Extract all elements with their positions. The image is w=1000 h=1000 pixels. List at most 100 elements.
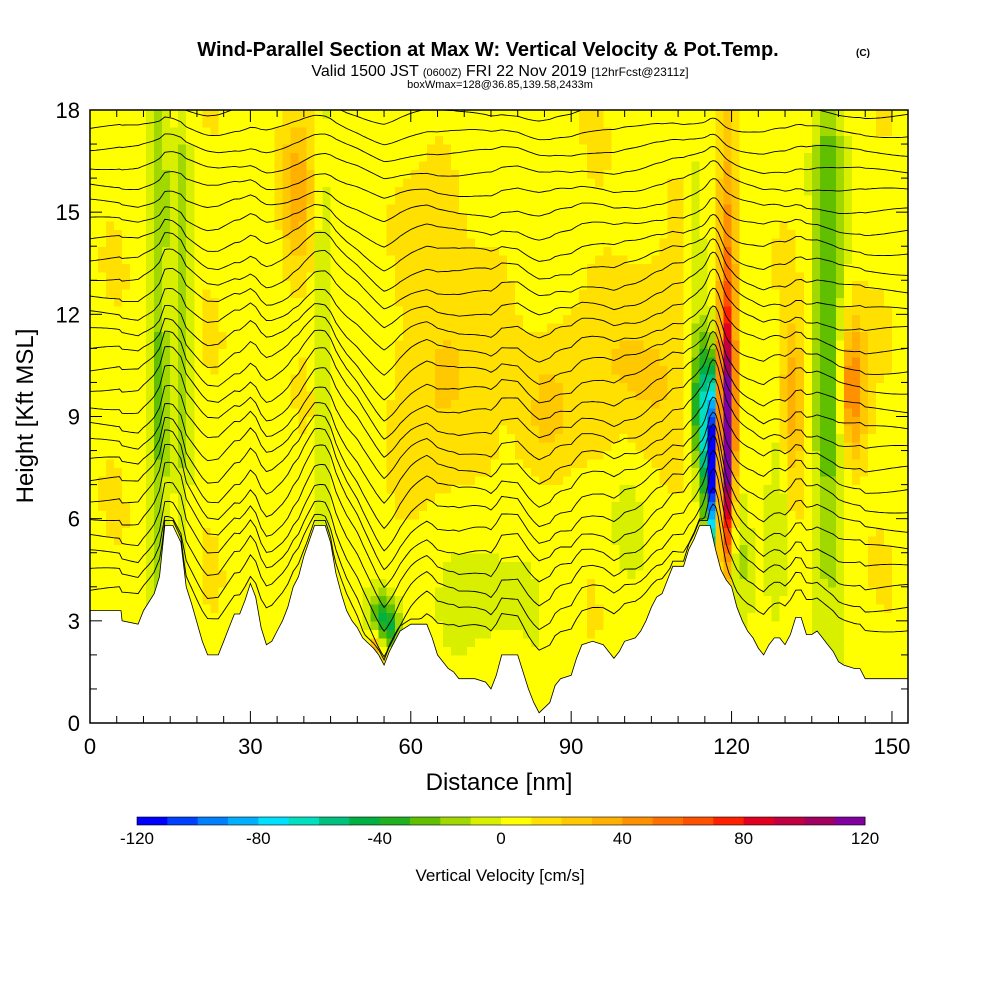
velocity-cell: [298, 331, 308, 341]
velocity-cell: [122, 399, 131, 409]
velocity-cell: [515, 331, 524, 341]
velocity-cell: [362, 246, 372, 256]
velocity-cell: [611, 637, 620, 647]
velocity-cell: [370, 578, 380, 588]
velocity-cell: [114, 544, 123, 554]
velocity-cell: [458, 110, 468, 120]
velocity-cell: [611, 314, 620, 324]
velocity-cell: [523, 288, 532, 298]
velocity-cell: [306, 399, 316, 409]
velocity-cell: [154, 152, 163, 162]
velocity-cell: [490, 603, 500, 613]
velocity-cell: [314, 237, 324, 247]
velocity-cell: [250, 569, 260, 579]
velocity-cell: [458, 459, 468, 469]
velocity-cell: [563, 586, 572, 596]
velocity-cell: [194, 339, 203, 349]
velocity-cell: [258, 127, 268, 137]
velocity-cell: [274, 586, 284, 596]
velocity-cell: [523, 586, 532, 596]
velocity-cell: [555, 578, 564, 588]
velocity-cell: [130, 552, 139, 562]
velocity-cell: [226, 586, 235, 596]
velocity-cell: [555, 356, 564, 367]
velocity-cell: [603, 459, 612, 469]
velocity-cell: [218, 561, 227, 571]
velocity-cell: [394, 229, 404, 239]
velocity-cell: [571, 169, 580, 179]
velocity-cell: [154, 246, 163, 256]
velocity-cell: [426, 476, 436, 486]
velocity-cell: [466, 152, 476, 162]
velocity-cell: [266, 390, 276, 401]
velocity-cell: [154, 263, 163, 273]
velocity-cell: [106, 186, 115, 196]
velocity-cell: [202, 527, 211, 537]
velocity-cell: [410, 399, 420, 409]
velocity-cell: [354, 382, 364, 392]
velocity-cell: [210, 373, 219, 384]
velocity-cell: [523, 671, 532, 682]
velocity-cell: [106, 407, 115, 418]
velocity-cell: [170, 467, 179, 477]
velocity-cell: [619, 433, 628, 443]
velocity-cell: [571, 348, 580, 358]
velocity-cell: [114, 518, 123, 528]
velocity-cell: [330, 144, 340, 154]
velocity-cell: [346, 135, 356, 145]
velocity-cell: [330, 161, 340, 171]
velocity-cell: [499, 195, 508, 205]
velocity-cell: [418, 407, 428, 418]
velocity-cell: [210, 135, 219, 145]
velocity-cell: [378, 212, 388, 222]
velocity-cell: [386, 450, 396, 460]
velocity-cell: [250, 356, 260, 367]
velocity-cell: [378, 118, 388, 128]
velocity-cell: [146, 527, 155, 537]
velocity-cell: [362, 237, 372, 247]
velocity-cell: [563, 459, 572, 469]
velocity-cell: [515, 203, 524, 213]
velocity-cell: [138, 144, 147, 154]
velocity-cell: [370, 629, 380, 639]
velocity-cell: [579, 535, 588, 545]
velocity-cell: [635, 484, 644, 494]
velocity-cell: [130, 450, 139, 460]
velocity-cell: [250, 382, 260, 392]
velocity-cell: [635, 612, 644, 622]
velocity-cell: [426, 348, 436, 358]
velocity-cell: [490, 569, 500, 579]
velocity-cell: [579, 586, 588, 596]
velocity-cell: [170, 305, 179, 315]
velocity-cell: [330, 110, 340, 120]
velocity-cell: [507, 637, 516, 647]
velocity-cell: [98, 280, 107, 290]
velocity-cell: [539, 203, 548, 213]
velocity-cell: [555, 467, 564, 477]
velocity-cell: [122, 527, 131, 537]
velocity-cell: [547, 365, 556, 375]
velocity-cell: [386, 237, 396, 247]
velocity-cell: [194, 476, 203, 486]
velocity-cell: [531, 671, 540, 682]
velocity-cell: [515, 459, 524, 469]
velocity-cell: [394, 476, 404, 486]
velocity-cell: [466, 297, 476, 307]
velocity-cell: [635, 493, 644, 503]
velocity-cell: [370, 407, 380, 418]
velocity-cell: [523, 229, 532, 239]
velocity-cell: [154, 535, 163, 545]
velocity-cell: [474, 578, 484, 588]
velocity-cell: [162, 229, 171, 239]
velocity-cell: [370, 518, 380, 528]
velocity-cell: [466, 280, 476, 290]
velocity-cell: [499, 322, 508, 332]
velocity-cell: [386, 229, 396, 239]
velocity-cell: [266, 314, 276, 324]
velocity-cell: [234, 425, 243, 435]
velocity-cell: [619, 595, 628, 605]
velocity-cell: [595, 118, 604, 128]
velocity-cell: [603, 586, 612, 596]
velocity-cell: [515, 161, 524, 171]
velocity-cell: [114, 144, 123, 154]
